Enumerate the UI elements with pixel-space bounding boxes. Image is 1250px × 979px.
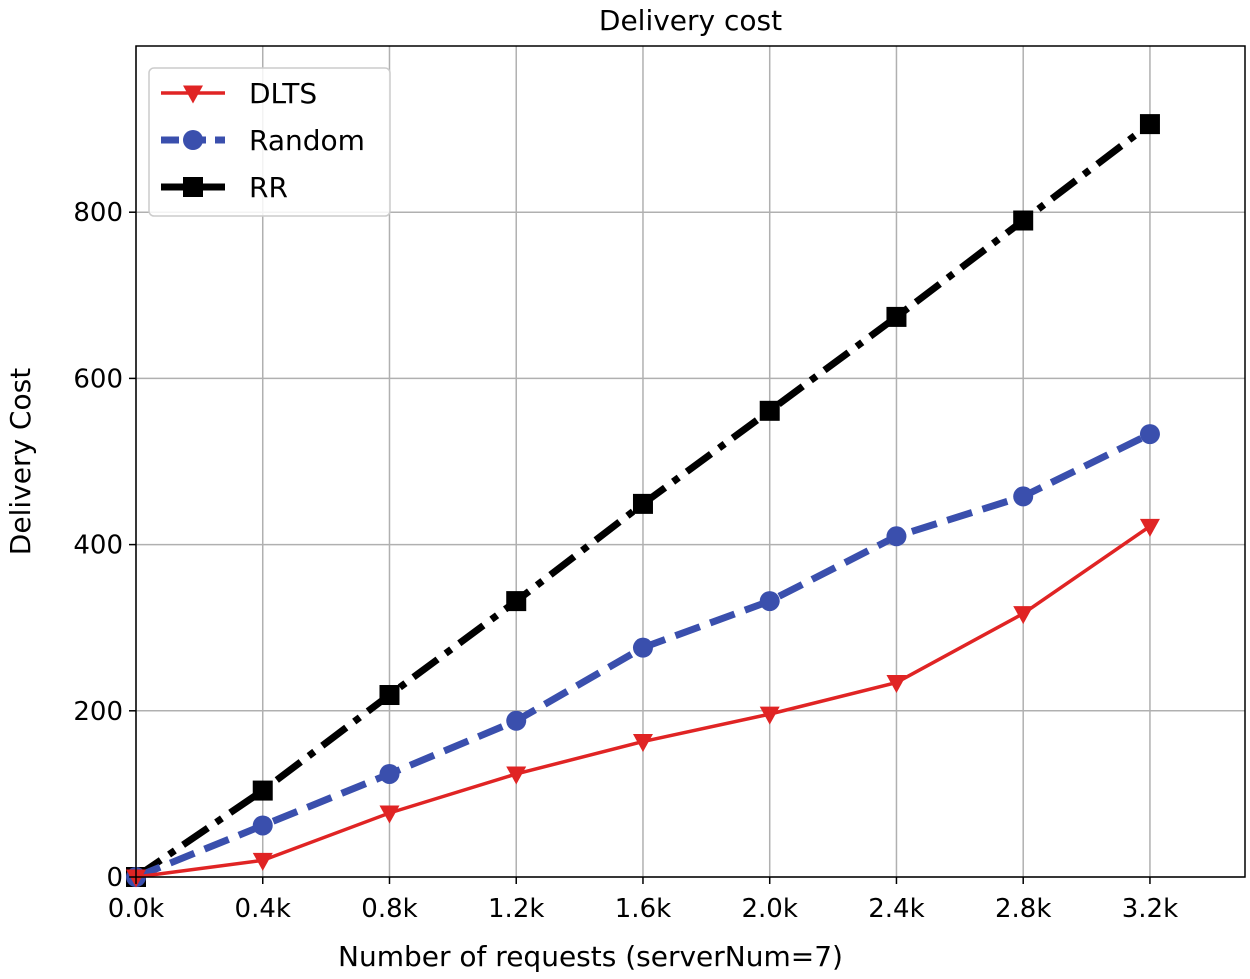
x-tick-label: 3.2k	[1122, 894, 1178, 924]
legend-marker-random	[183, 130, 203, 150]
y-axis-label: Delivery Cost	[4, 368, 37, 555]
x-axis-label: Number of requests (serverNum=7)	[338, 940, 843, 973]
legend-label-random: Random	[249, 124, 365, 157]
y-tick-label: 600	[73, 364, 123, 394]
x-axis: 0.0k 0.4k 0.8k 1.2k 1.6k 2.0k 2.4k 2.8k 3.2k	[108, 877, 1178, 924]
data-point-rr	[1013, 210, 1034, 231]
legend-marker-rr	[183, 177, 203, 197]
legend-marker-dlts	[183, 85, 203, 104]
legend-item-random: Random	[161, 124, 365, 157]
data-point-dlts	[379, 805, 400, 824]
legend-label-rr: RR	[249, 171, 288, 204]
chart-title: Delivery cost	[599, 4, 782, 37]
data-point-random	[1013, 486, 1034, 507]
legend-label-dlts: DLTS	[249, 77, 317, 110]
legend-item-rr: RR	[161, 171, 288, 204]
y-tick-label: 400	[73, 531, 123, 561]
data-point-rr	[1139, 114, 1160, 135]
data-point-random	[1139, 424, 1160, 445]
data-point-random	[506, 710, 527, 731]
data-point-random	[759, 591, 780, 612]
series-layer	[126, 114, 1160, 888]
y-tick-label: 0	[106, 863, 123, 893]
y-tick-label: 200	[73, 697, 123, 727]
plot-frame	[135, 45, 1246, 878]
y-axis: 0 200 400 600 800	[73, 198, 136, 893]
data-point-dlts	[1013, 606, 1034, 625]
data-point-rr	[506, 591, 527, 612]
data-point-dlts	[252, 852, 273, 871]
series-dlts	[126, 518, 1160, 888]
data-point-dlts	[759, 706, 780, 725]
legend: DLTS Random RR	[148, 67, 391, 217]
y-tick-label: 800	[73, 198, 123, 228]
data-point-dlts	[506, 766, 527, 785]
x-tick-label: 2.4k	[868, 894, 924, 924]
data-point-dlts	[632, 734, 653, 753]
data-point-dlts	[1139, 518, 1160, 537]
legend-box	[148, 67, 391, 217]
x-tick-label: 0.4k	[235, 894, 291, 924]
data-point-dlts	[886, 675, 907, 694]
x-tick-label: 2.0k	[742, 894, 798, 924]
data-point-rr	[379, 685, 400, 706]
x-tick-label: 1.6k	[615, 894, 671, 924]
data-point-random	[252, 815, 273, 836]
data-point-rr	[759, 400, 780, 421]
data-point-random	[632, 637, 653, 658]
series-rr	[126, 114, 1160, 887]
data-point-rr	[632, 493, 653, 514]
x-tick-label: 0.0k	[108, 894, 164, 924]
data-point-random	[379, 763, 400, 784]
legend-item-dlts: DLTS	[161, 77, 317, 110]
x-tick-label: 1.2k	[488, 894, 544, 924]
data-point-random	[886, 526, 907, 547]
x-tick-label: 2.8k	[995, 894, 1051, 924]
data-point-rr	[886, 306, 907, 327]
grid	[135, 46, 1245, 878]
data-point-rr	[252, 780, 273, 801]
x-tick-label: 0.8k	[361, 894, 417, 924]
